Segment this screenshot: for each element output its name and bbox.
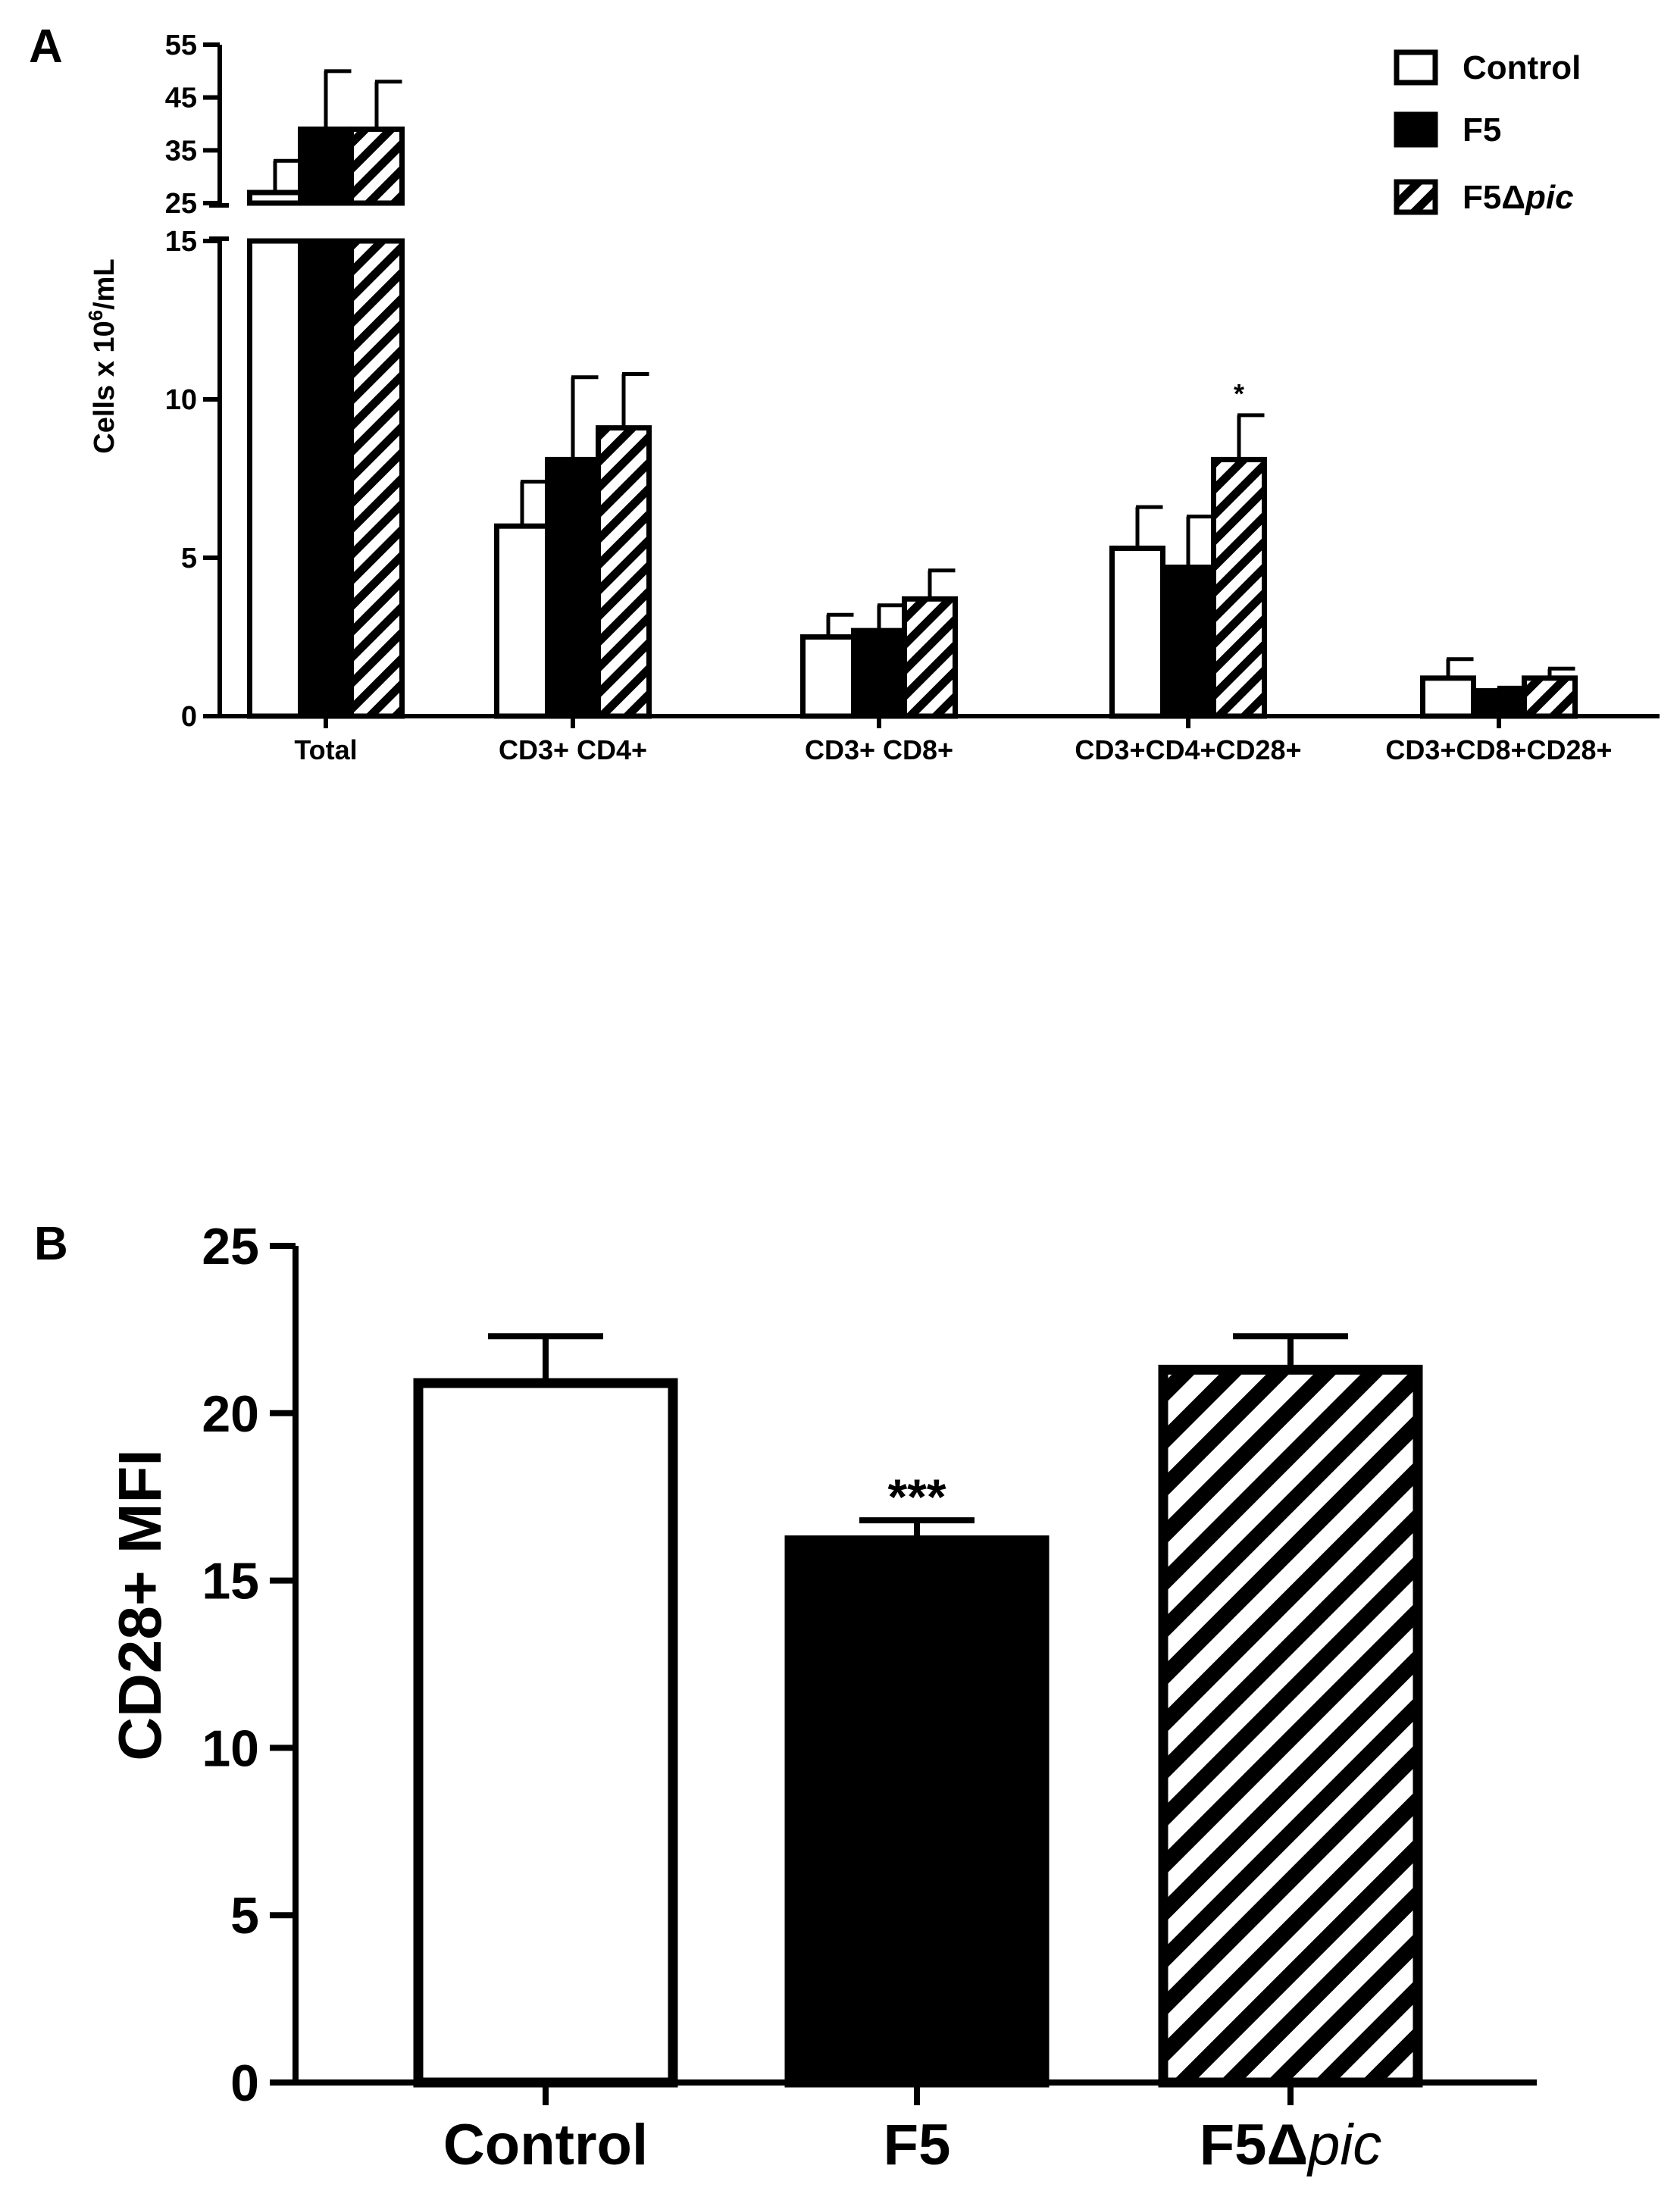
legend-label-control: Control xyxy=(1463,49,1581,86)
bar-cd3-cd8-cd28-f5 xyxy=(1471,688,1527,719)
bar-f5dpic xyxy=(1158,1364,1423,2088)
y-tick-label: 45 xyxy=(165,83,197,114)
bar-total-f5-upper xyxy=(298,126,354,206)
legend-swatch-f5 xyxy=(1394,111,1438,148)
bar-cd3-cd4-control xyxy=(494,523,550,719)
bar-total-f5-lower xyxy=(298,238,354,719)
y-tick-label: 5 xyxy=(230,1887,259,1945)
y-tick-label: 0 xyxy=(181,701,197,733)
legend-item-f5: F5 xyxy=(1394,111,1501,149)
ylabel-superscript: 6 xyxy=(84,310,107,321)
y-tick-label: 25 xyxy=(202,1218,259,1275)
x-tick-label-total: Total xyxy=(294,734,357,765)
y-tick-label: 25 xyxy=(165,188,197,220)
bar-cd3-cd4-f5dpic xyxy=(596,425,652,719)
bar-total-control-upper xyxy=(247,189,303,206)
x-tick-label-cd3-cd4-cd28: CD3+CD4+CD28+ xyxy=(1075,734,1301,765)
axis-break-gap xyxy=(222,209,904,235)
legend-label-f5dpic: F5Δpic xyxy=(1463,179,1574,216)
x-tick-label-cd3-cd8-cd28: CD3+CD8+CD28+ xyxy=(1385,734,1612,765)
y-tick-label: 5 xyxy=(181,543,197,574)
legend: Control F5 F5Δpic xyxy=(1394,49,1581,216)
x-tick-label-control: Control xyxy=(443,2113,648,2177)
bar-total-f5dpic-upper xyxy=(349,126,405,206)
bar-total-control-lower xyxy=(247,238,303,719)
panel-a-label: A xyxy=(29,20,63,73)
x-tick-label-cd3-cd4: CD3+ CD4+ xyxy=(499,734,647,765)
legend-label-f5: F5 xyxy=(1463,111,1501,149)
bar-cd3-cd4-cd28-f5dpic xyxy=(1211,456,1267,719)
y-tick-label: 15 xyxy=(165,226,197,258)
ylabel-suffix: /mL xyxy=(89,258,120,310)
bar-f5 xyxy=(784,1535,1050,2088)
x-tick-label-f5: F5 xyxy=(884,2113,951,2177)
y-tick-label: 15 xyxy=(202,1553,259,1610)
legend-item-f5dpic: F5Δpic xyxy=(1394,179,1574,216)
x-tick-label-f5dpic: F5Δpic xyxy=(1200,2113,1381,2177)
bar-cd3-cd8-cd28-f5dpic xyxy=(1522,675,1578,719)
y-tick-label: 20 xyxy=(202,1385,259,1443)
y-tick-label: 0 xyxy=(230,2054,259,2112)
bar-cd3-cd4-cd28-control xyxy=(1109,545,1165,719)
bar-cd3-cd8-f5dpic xyxy=(902,596,958,719)
bar-cd3-cd8-cd28-control xyxy=(1420,675,1476,719)
bar-cd3-cd4-f5 xyxy=(545,456,601,719)
panel-b-chart: CD28+ MFI 0 5 10 15 20 25 Control F5 F5Δpic *** xyxy=(106,1218,1537,2177)
ylabel-prefix: Cells x 10 xyxy=(89,321,120,453)
bar-cd3-cd8-f5 xyxy=(851,627,907,719)
x-tick-label-cd3-cd8: CD3+ CD8+ xyxy=(805,734,953,765)
y-tick-label: 55 xyxy=(165,30,197,61)
panel-a-y-axis-title: Cells x 106/mL xyxy=(84,258,120,453)
bar-cd3-cd4-cd28-f5 xyxy=(1160,565,1216,719)
bar-control xyxy=(413,1378,678,2088)
legend-swatch-control xyxy=(1394,49,1438,86)
significance-marker: *** xyxy=(887,1469,946,1525)
panel-b-label: B xyxy=(34,1218,68,1270)
y-tick-label: 10 xyxy=(202,1720,259,1777)
y-tick-label: 10 xyxy=(165,384,197,416)
legend-swatch-f5dpic xyxy=(1394,179,1438,215)
panel-b-y-axis-title: CD28+ MFI xyxy=(106,1449,174,1760)
panel-a-chart: Cells x 106/mL 0 5 10 15 25 35 45 55 Total CD3+ C… xyxy=(84,30,1660,765)
bar-cd3-cd8-control xyxy=(800,634,856,719)
significance-marker: * xyxy=(1234,378,1244,409)
y-tick-label: 35 xyxy=(165,135,197,167)
bar-total-f5dpic-lower xyxy=(349,238,405,719)
legend-item-control: Control xyxy=(1394,49,1581,86)
